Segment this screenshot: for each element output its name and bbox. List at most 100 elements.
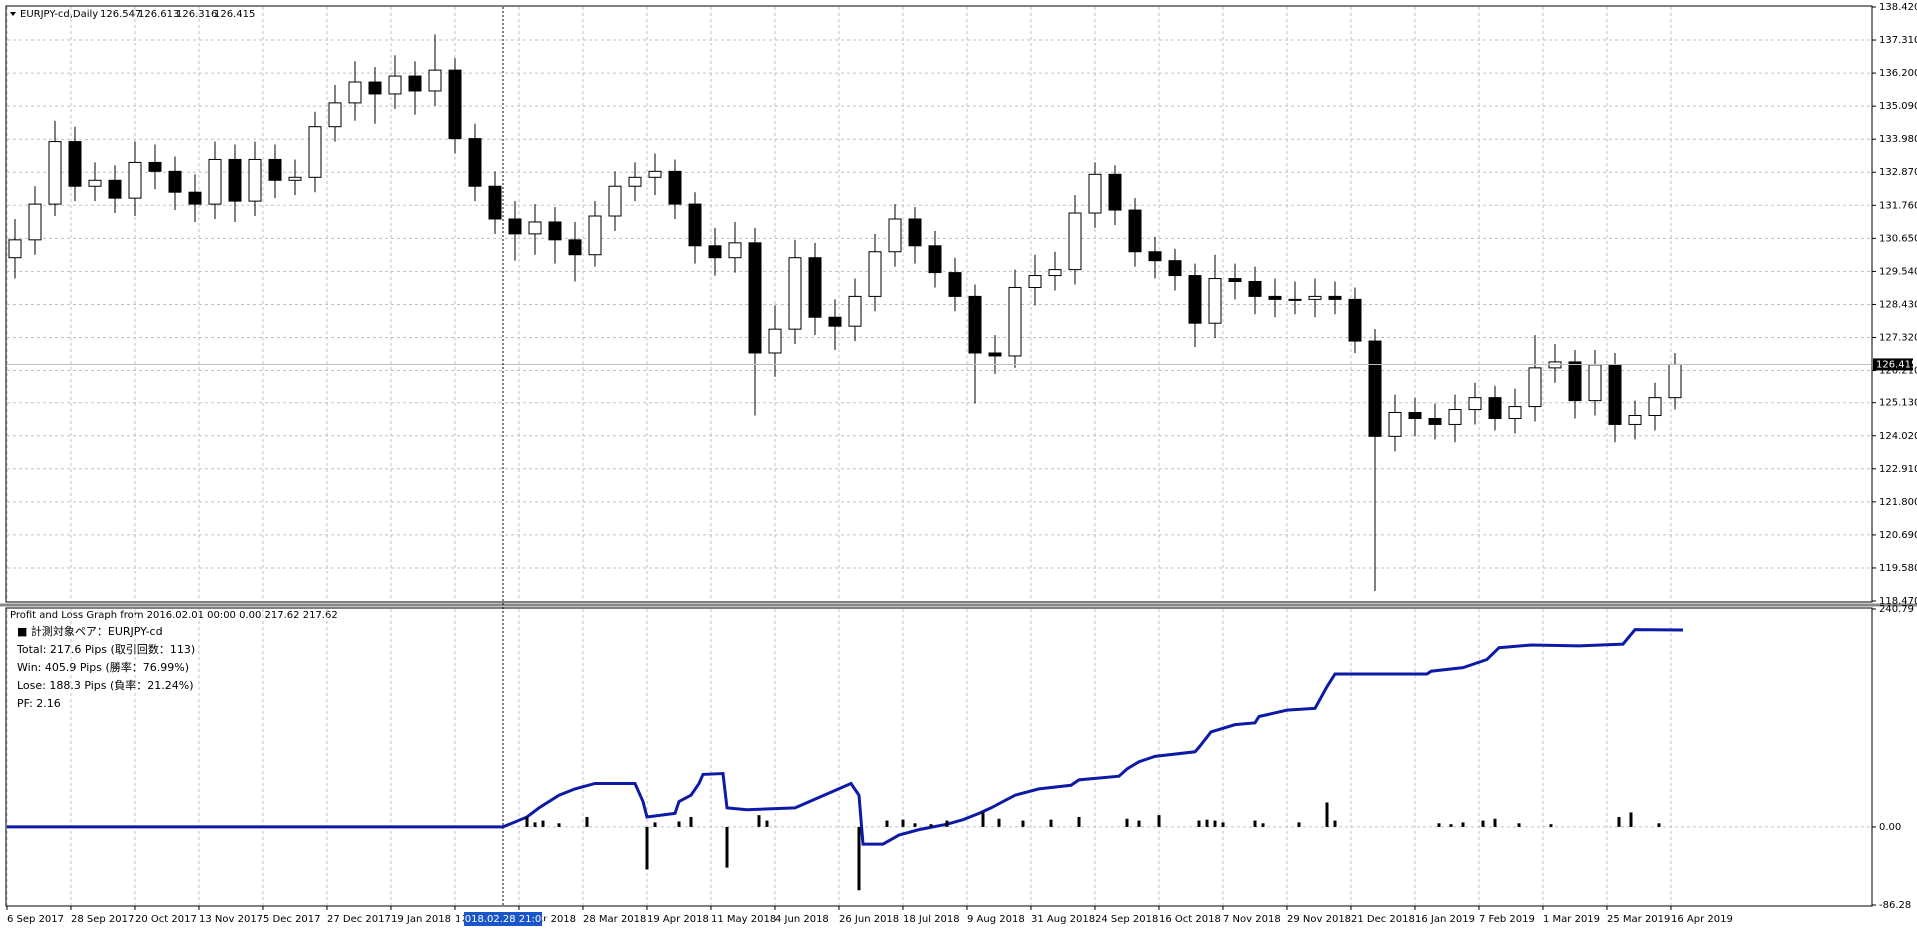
candle-body — [88, 179, 102, 187]
candle-body — [208, 158, 222, 205]
x-tick-label: 11 May 2018 — [711, 914, 776, 925]
trade-bar — [1125, 818, 1129, 827]
trade-bar — [1205, 819, 1209, 827]
candle-body — [448, 69, 462, 140]
candle-body — [668, 170, 682, 205]
y-tick-label: 129.540 — [1879, 266, 1917, 277]
x-tick-label: 6 Sep 2017 — [7, 914, 64, 925]
candle-body — [248, 158, 262, 202]
trade-bar — [1437, 823, 1441, 827]
candle-body — [688, 203, 702, 247]
trade-bar — [1021, 820, 1025, 827]
candle-body — [1448, 409, 1462, 425]
candle-body — [1588, 364, 1602, 402]
x-tick-label: 24 Sep 2018 — [1095, 914, 1158, 925]
trade-bar — [557, 823, 561, 827]
y-tick-label: -86.28 — [1879, 900, 1911, 911]
candle-body — [388, 75, 402, 95]
y-tick-label: 127.320 — [1879, 332, 1917, 343]
trade-bar — [1549, 824, 1553, 827]
trade-bar — [1197, 820, 1201, 827]
candle-body — [808, 257, 822, 318]
trade-bar — [1137, 820, 1141, 827]
y-tick-label: 0.00 — [1879, 822, 1901, 833]
trade-bar — [1461, 822, 1465, 827]
candle-body — [1488, 397, 1502, 419]
y-tick-label: 121.800 — [1879, 497, 1917, 508]
x-tick-label: 31 Aug 2018 — [1031, 914, 1095, 925]
sub-panel — [5, 607, 1873, 907]
x-tick-label: 7 Feb 2019 — [1479, 914, 1535, 925]
x-tick-label: 13 Nov 2017 — [199, 914, 263, 925]
x-tick-label: 6 Mar 2018 — [519, 914, 576, 925]
x-tick-label: 20 Oct 2017 — [135, 914, 197, 925]
trade-bar — [885, 820, 889, 827]
equity-line — [7, 628, 1684, 846]
y-tick-label: 119.580 — [1879, 563, 1917, 574]
crosshair-box — [464, 912, 542, 926]
y-tick-label: 240.79 — [1879, 604, 1914, 615]
trade-bar — [1297, 822, 1301, 827]
candle-body — [188, 191, 202, 205]
stat-line: ■ 計測対象ペア：EURJPY-cd — [17, 624, 163, 638]
x-tick-label: 19 Apr 2018 — [647, 914, 709, 925]
x-tick-label: 19 Jan 2018 — [391, 914, 451, 925]
candle-body — [628, 176, 642, 187]
candle-body — [48, 141, 62, 205]
trade-bar — [945, 820, 949, 827]
candle-body — [228, 158, 242, 202]
x-tick-label: 25 Mar 2019 — [1607, 914, 1670, 925]
candle-body — [268, 158, 282, 181]
candle-body — [1608, 364, 1622, 425]
y-tick-label: 118.470 — [1879, 596, 1917, 607]
x-tick-label: 18 Jul 2018 — [903, 914, 960, 925]
candle-body — [428, 69, 442, 92]
trade-bar — [1493, 818, 1497, 827]
trade-bar — [1449, 824, 1453, 827]
candle-body — [1168, 260, 1182, 277]
candle-body — [148, 161, 162, 172]
candle-body — [928, 245, 942, 274]
y-tick-label: 133.980 — [1879, 134, 1917, 145]
candle-body — [108, 179, 122, 199]
candle-body — [1048, 269, 1062, 277]
trade-bar — [677, 821, 681, 827]
symbol: EURJPY-cd,Daily — [20, 9, 98, 20]
trade-bar — [1657, 823, 1661, 827]
trade-bar — [1481, 820, 1485, 827]
stat-line: PF: 2.16 — [17, 697, 61, 710]
trade-bar — [857, 826, 861, 891]
candle-body — [1348, 298, 1362, 342]
y-tick-label: 138.420 — [1879, 2, 1917, 13]
ohlc-low: 126.316 — [176, 9, 217, 20]
trade-bar — [981, 812, 985, 827]
candle-body — [608, 185, 622, 217]
candle-body — [1648, 397, 1662, 417]
y-tick-label: 128.430 — [1879, 299, 1917, 310]
x-tick-label: 4 Jun 2018 — [775, 914, 829, 925]
candle-body — [408, 75, 422, 92]
stat-line: Win: 405.9 Pips (勝率：76.99%) — [17, 660, 189, 674]
trade-bar — [533, 822, 537, 827]
candle-body — [1308, 295, 1322, 300]
candle-body — [1028, 275, 1042, 288]
trade-bar — [1517, 823, 1521, 827]
candle-body — [1228, 278, 1242, 283]
trade-bar — [1049, 819, 1053, 827]
candle-body — [1288, 298, 1302, 301]
candle-body — [968, 295, 982, 354]
candle-body — [1268, 295, 1282, 300]
x-tick-label: 27 Dec 2017 — [327, 914, 391, 925]
candle-body — [648, 170, 662, 178]
x-tick-label: 16 Apr 2019 — [1671, 914, 1733, 925]
x-tick-label: 9 Aug 2018 — [967, 914, 1025, 925]
trade-bar — [1213, 820, 1217, 827]
trade-bar — [901, 819, 905, 827]
candle-body — [168, 170, 182, 193]
candle-body — [28, 203, 42, 241]
candle-body — [308, 126, 322, 178]
y-tick-label: 125.130 — [1879, 398, 1917, 409]
x-tick-label: 1 Mar 2019 — [1543, 914, 1600, 925]
candle-body — [908, 218, 922, 247]
